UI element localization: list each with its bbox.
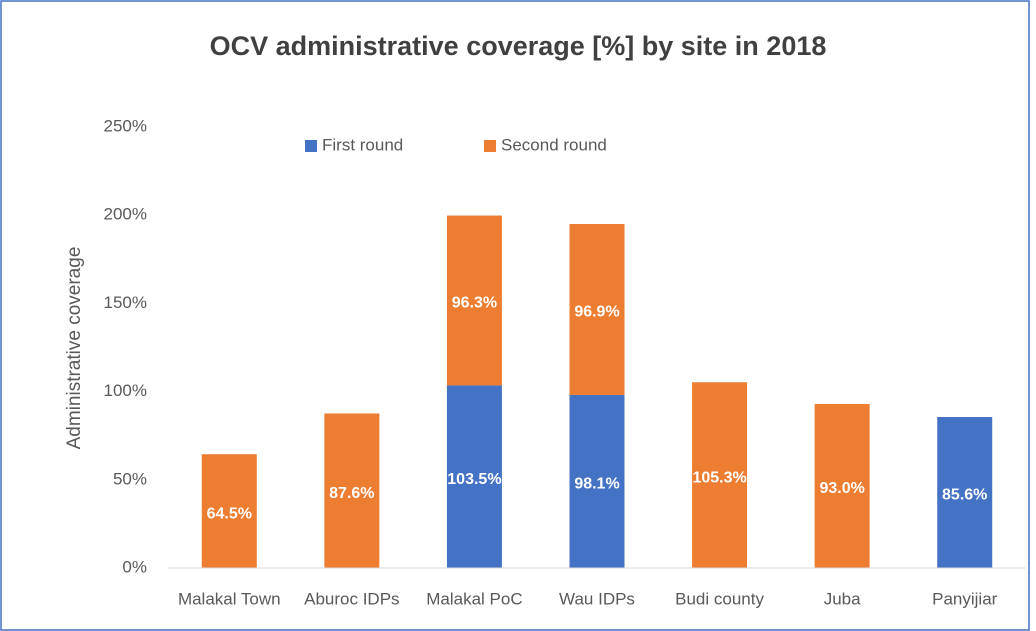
data-label: 93.0% (819, 480, 864, 497)
y-axis-label: Administrative coverage (64, 247, 85, 450)
bar-segment (569, 394, 625, 568)
data-label: 85.6% (942, 487, 987, 504)
x-tick-label: Panyijiar (932, 589, 998, 608)
data-label: 105.3% (692, 469, 746, 486)
data-label: 103.5% (447, 471, 501, 488)
legend-swatch (305, 140, 317, 152)
data-label: 98.1% (574, 476, 619, 493)
y-tick-label: 200% (104, 205, 147, 224)
data-label: 96.3% (452, 295, 497, 312)
x-tick-label: Malakal Town (178, 589, 281, 608)
legend-swatch (484, 140, 496, 152)
legend-label: Second round (501, 135, 607, 154)
x-tick-label: Wau IDPs (559, 589, 635, 608)
y-tick-label: 0% (122, 557, 147, 576)
x-tick-label: Juba (824, 589, 861, 608)
x-tick-label: Aburoc IDPs (304, 589, 399, 608)
x-tick-label: Malakal PoC (426, 589, 522, 608)
y-tick-label: 150% (104, 293, 147, 312)
data-label: 96.9% (574, 304, 619, 321)
x-tick-label: Budi county (675, 589, 764, 608)
bar-segment (324, 413, 380, 568)
bar-segment (937, 417, 993, 568)
bar-segment (814, 403, 870, 568)
y-tick-label: 250% (104, 116, 147, 135)
bar-segment (446, 215, 502, 386)
legend-label: First round (322, 135, 403, 154)
bar-segment (201, 454, 257, 568)
chart-title: OCV administrative coverage [%] by site … (210, 31, 827, 61)
bar-segment (692, 382, 748, 568)
y-tick-label: 100% (104, 381, 147, 400)
bar-segment (446, 385, 502, 568)
y-tick-label: 50% (113, 469, 147, 488)
data-label: 64.5% (207, 505, 252, 522)
data-label: 87.6% (329, 485, 374, 502)
bar-segment (569, 224, 625, 395)
